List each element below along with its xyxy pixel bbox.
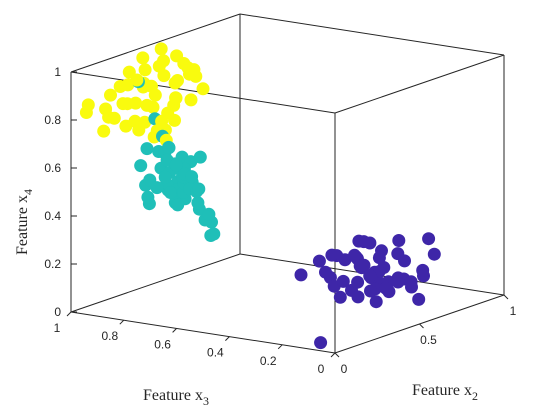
data-point-series-3 [138, 63, 152, 77]
data-point-series-2 [204, 229, 218, 242]
axis-ticks: 0 0.5 1 0 0.2 0.4 0.6 0.8 1 0 0.2 0.4 0.6 0.8 1 [44, 65, 516, 376]
data-point-series-3 [171, 74, 184, 87]
data-point-series-3 [132, 123, 146, 137]
data-point-series-3 [157, 69, 171, 83]
z-axis-label: Feature x4 [14, 189, 35, 255]
z-tick-label: 0.2 [44, 257, 61, 271]
data-point-series-1 [319, 265, 332, 279]
data-point-series-1 [379, 281, 393, 295]
y-axis-line [70, 311, 336, 354]
data-point-series-1 [372, 251, 386, 265]
data-point-series-3 [130, 73, 144, 87]
z-tick-label: 1 [54, 65, 61, 79]
data-point-series-1 [363, 269, 377, 283]
x-tick [503, 294, 509, 300]
data-point-series-1 [336, 274, 350, 288]
data-point-series-1 [314, 336, 328, 350]
data-point-series-3 [169, 91, 183, 105]
y-tick-label: 0.4 [207, 346, 224, 360]
y-tick [277, 344, 283, 350]
y-tick [225, 336, 230, 341]
data-point-series-3 [136, 51, 150, 65]
data-point-series-2 [185, 170, 199, 184]
y-tick-label: 0 [318, 362, 325, 376]
y-tick [66, 311, 72, 317]
top-front-edge [334, 54, 505, 114]
y-tick [172, 328, 177, 333]
data-point-series-1 [312, 254, 326, 268]
data-point-series-3 [107, 111, 121, 125]
data-point-series-3 [154, 42, 168, 56]
x-tick-label: 0.5 [420, 333, 437, 347]
y-tick [330, 352, 336, 358]
data-point-series-1 [398, 254, 411, 268]
data-point-series-3 [99, 102, 113, 116]
axes-box [70, 13, 505, 354]
data-point-series-2 [191, 196, 205, 210]
data-point-series-1 [325, 248, 339, 262]
y-tick-label: 0.6 [154, 337, 171, 351]
data-point-series-3 [168, 113, 181, 127]
data-point-series-1 [351, 290, 365, 304]
data-point-series-2 [202, 207, 216, 221]
data-point-series-1 [348, 248, 361, 262]
data-point-series-1 [363, 236, 377, 250]
data-point-series-1 [333, 290, 347, 304]
data-point-series-1 [427, 247, 441, 261]
y-tick-label: 1 [54, 321, 61, 335]
data-point-series-2 [150, 181, 164, 195]
data-point-series-3 [157, 54, 170, 68]
data-point-series-1 [357, 258, 371, 272]
data-point-series-3 [116, 97, 130, 111]
data-point-series-1 [369, 295, 383, 309]
x-tick-label: 0 [341, 362, 348, 376]
x-tick [334, 352, 340, 358]
x-tick [419, 323, 424, 329]
data-point-series-2 [169, 158, 183, 172]
data-point-series-2 [193, 150, 207, 164]
data-point-series-3 [196, 82, 210, 96]
z-tick-label: 0 [54, 305, 61, 319]
top-right-edge [239, 13, 505, 56]
data-points [79, 42, 441, 350]
data-point-series-1 [392, 234, 406, 247]
data-point-series-1 [351, 275, 365, 289]
data-point-series-1 [352, 234, 366, 248]
axis-labels: Feature x2 Feature x3 Feature x4 [14, 189, 478, 408]
x-axis-label: Feature x2 [412, 382, 478, 403]
data-point-series-1 [294, 268, 308, 282]
z-tick-label: 0.4 [44, 209, 61, 223]
data-point-series-3 [181, 61, 195, 75]
data-point-series-3 [81, 98, 95, 112]
y-tick [119, 319, 125, 325]
data-point-series-3 [104, 88, 117, 102]
data-point-series-2 [158, 170, 172, 184]
y-tick-label: 0.2 [260, 354, 277, 368]
data-point-series-1 [391, 275, 405, 289]
y-tick-label: 0.8 [101, 329, 118, 343]
data-point-series-2 [192, 182, 206, 196]
back-floor-edge [70, 253, 241, 313]
data-point-series-1 [417, 269, 430, 283]
data-point-series-3 [97, 124, 111, 138]
data-point-series-2 [164, 186, 177, 199]
data-point-series-1 [364, 284, 377, 298]
data-point-series-2 [134, 159, 148, 173]
y-axis-label: Feature x3 [143, 387, 209, 408]
data-point-series-2 [140, 142, 154, 156]
data-point-series-1 [405, 280, 418, 294]
data-point-series-1 [422, 232, 436, 246]
z-tick-label: 0.6 [44, 161, 61, 175]
top-back-edge [70, 13, 241, 73]
data-point-series-2 [141, 190, 155, 204]
data-point-series-3 [140, 98, 154, 112]
data-point-series-2 [162, 141, 176, 155]
data-point-series-1 [412, 292, 426, 306]
data-point-series-3 [184, 93, 198, 107]
data-point-series-2 [171, 198, 185, 212]
data-point-series-3 [148, 88, 162, 102]
x-tick-label: 1 [510, 304, 517, 318]
z-tick-label: 0.8 [44, 113, 61, 127]
